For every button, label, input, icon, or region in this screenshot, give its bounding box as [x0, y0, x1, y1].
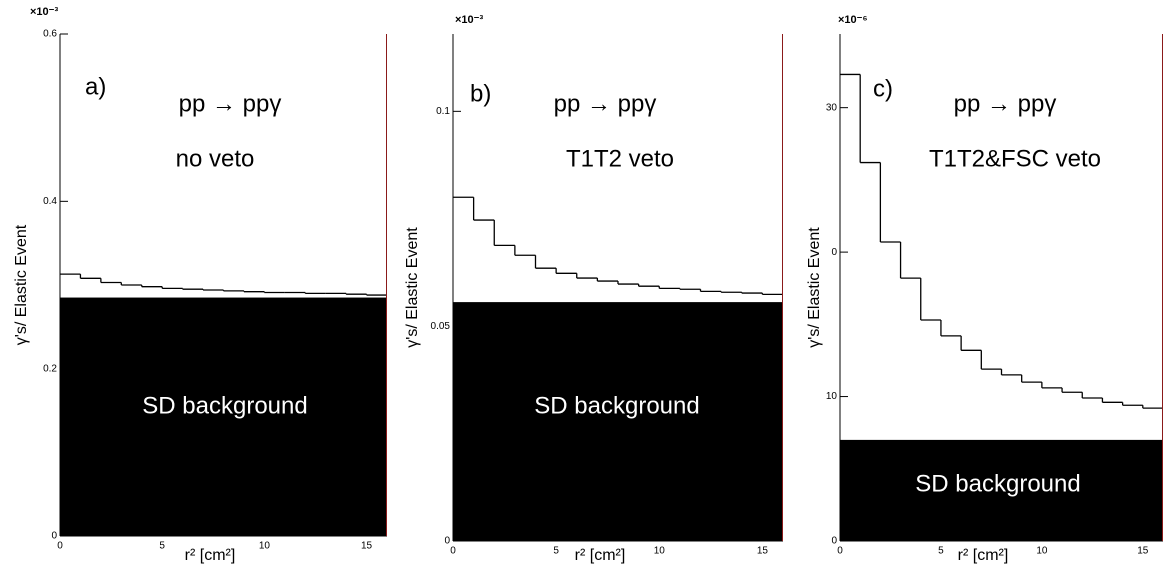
- x-tick-label: 10: [654, 546, 666, 557]
- x-tick-label: 0: [837, 546, 843, 557]
- y-axis-label: γ's/ Elastic Event: [13, 224, 30, 345]
- y-tick-label: 0: [831, 247, 837, 258]
- panel-label: b): [470, 80, 491, 107]
- y-axis-label: γ's/ Elastic Event: [404, 227, 421, 348]
- condition-label: no veto: [176, 145, 255, 172]
- x-tick-label: 0: [57, 541, 63, 552]
- background-label: SD background: [534, 392, 699, 419]
- x-tick-label: 5: [159, 541, 165, 552]
- background-label: SD background: [142, 392, 307, 419]
- process-label: pp → ppγ: [554, 90, 657, 117]
- process-label: pp → ppγ: [954, 90, 1057, 117]
- y-tick-label: 30: [826, 102, 838, 113]
- x-axis-label: r² [cm²]: [185, 547, 236, 564]
- y-tick-label: 0: [51, 531, 57, 542]
- condition-label: T1T2 veto: [566, 145, 674, 172]
- y-tick-label: 0.1: [436, 106, 450, 117]
- x-tick-label: 5: [938, 546, 944, 557]
- sd-background: [840, 439, 1163, 541]
- y-axis-label: γ's/ Elastic Event: [806, 227, 823, 348]
- process-label: pp → ppγ: [179, 90, 282, 117]
- x-tick-label: 15: [757, 546, 769, 557]
- y-tick-label: 0: [444, 536, 450, 547]
- y-tick-label: 10: [826, 391, 838, 402]
- scale-label: ×10⁻³: [30, 6, 58, 18]
- x-tick-label: 15: [1137, 546, 1149, 557]
- sd-background: [60, 297, 387, 536]
- condition-label: T1T2&FSC veto: [929, 145, 1101, 172]
- x-tick-label: 5: [553, 546, 559, 557]
- y-tick-label: 0.2: [43, 363, 57, 374]
- x-tick-label: 0: [450, 546, 456, 557]
- sd-background: [453, 302, 783, 541]
- x-axis-label: r² [cm²]: [575, 547, 626, 564]
- panel-label: a): [85, 73, 106, 100]
- scale-label: ×10⁻³: [455, 14, 483, 26]
- panel-label: c): [873, 75, 893, 102]
- scale-label: ×10⁻⁶: [838, 14, 868, 26]
- x-tick-label: 10: [259, 541, 271, 552]
- y-tick-label: 0.4: [43, 196, 57, 207]
- background-label: SD background: [915, 470, 1080, 497]
- y-tick-label: 0.6: [43, 29, 57, 40]
- y-tick-label: 0: [831, 536, 837, 547]
- x-tick-label: 15: [361, 541, 373, 552]
- x-axis-label: r² [cm²]: [958, 547, 1009, 564]
- x-tick-label: 10: [1036, 546, 1048, 557]
- y-tick-label: 0.05: [431, 321, 451, 332]
